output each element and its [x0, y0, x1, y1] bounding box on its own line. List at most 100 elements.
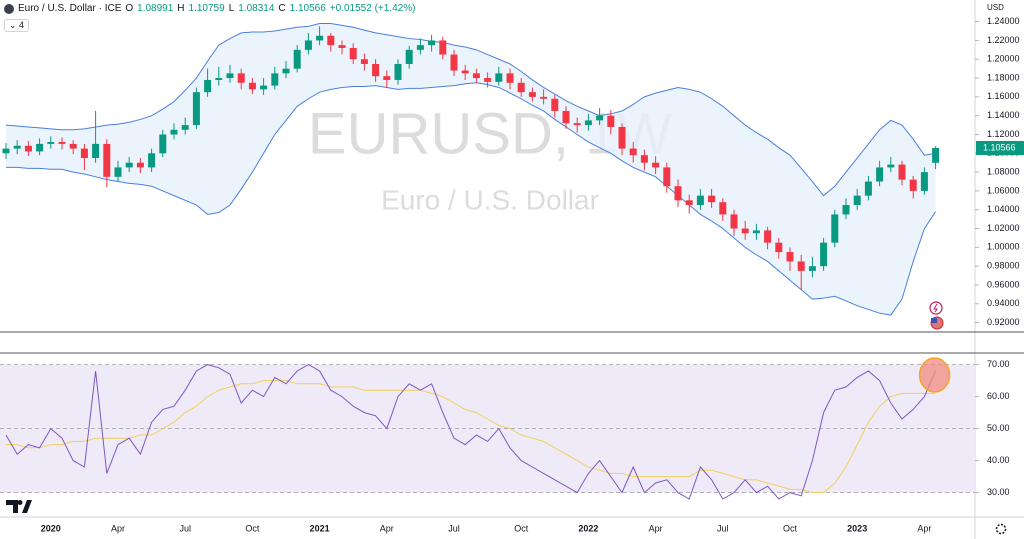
candle-body [439, 40, 447, 55]
y-tick-label: 1.20000 [987, 54, 1020, 64]
candle-body [237, 73, 245, 83]
ohlc-value: 1.10566 [289, 3, 326, 14]
candle-body [652, 162, 660, 168]
candle-body [719, 202, 727, 215]
indicators-toggle[interactable]: ⌄ 4 [4, 19, 30, 32]
y-tick-label: 1.06000 [987, 185, 1020, 195]
candle-body [506, 73, 514, 83]
bollinger-band [5, 23, 936, 197]
candle-body [2, 148, 10, 154]
candle-body [708, 195, 716, 203]
candle-body [192, 92, 200, 126]
candle-body [181, 125, 189, 130]
y-tick-label: 0.98000 [987, 261, 1020, 271]
candle-body [887, 164, 895, 168]
candle-body [92, 143, 100, 159]
y-tick-label: 1.02000 [987, 223, 1020, 233]
ohlc-value: 1.08991 [137, 3, 174, 14]
bollinger-band [6, 82, 937, 316]
candle-body [764, 230, 772, 243]
candle-body [69, 143, 77, 149]
candle-body [853, 195, 861, 206]
candle-body [226, 73, 234, 79]
candle-body [607, 115, 615, 127]
candle-body [876, 167, 884, 182]
candle-body [204, 79, 212, 93]
candle-body [741, 228, 749, 234]
legend-header: Euro / U.S. Dollar · ICE O 1.08991 H 1.107… [4, 3, 415, 14]
candle-body [293, 49, 301, 69]
candle-body [808, 266, 816, 271]
candle-body [797, 261, 805, 271]
candle-body [775, 242, 783, 253]
rsi-line [6, 380, 936, 494]
candle-body [215, 78, 223, 80]
x-tick-label: Oct [514, 523, 529, 533]
candle-body [920, 172, 928, 191]
last-price-tag [976, 140, 1024, 155]
candle-body [327, 35, 335, 46]
ohlc-label: L [228, 3, 235, 14]
candle-body [618, 126, 626, 149]
candle-body [58, 142, 66, 144]
symbol-icon [4, 3, 14, 14]
candle-body [685, 200, 693, 206]
candle-body [80, 148, 88, 159]
candle-body [696, 195, 704, 206]
x-tick-label: 2020 [41, 523, 61, 533]
candle-body [730, 214, 738, 229]
last-price-label: 1.10566 [983, 142, 1016, 152]
candle-body [47, 142, 55, 144]
x-tick-label: 2023 [847, 523, 867, 533]
candle-body [304, 40, 312, 50]
candle-body [24, 145, 32, 152]
tv-logo [6, 500, 32, 513]
rsi-line [5, 364, 937, 500]
x-tick-label: Apr [917, 523, 931, 533]
candle-body [898, 164, 906, 180]
candle-body [640, 155, 648, 163]
candle-body [114, 167, 122, 177]
y-tick-label: 1.12000 [987, 129, 1020, 139]
x-tick-label: 2021 [310, 523, 330, 533]
candle-body [338, 45, 346, 48]
symbol-title: Euro / U.S. Dollar · ICE [18, 3, 122, 14]
candle-body [394, 63, 402, 80]
y-tick-label: 1.16000 [987, 91, 1020, 101]
y-tick-label: 70.00 [987, 359, 1010, 369]
candle-body [831, 214, 839, 243]
candle-body [461, 70, 469, 74]
candle-body [383, 76, 391, 80]
x-tick-label: Apr [111, 523, 125, 533]
candle-body [103, 143, 111, 177]
highlight-annotation [918, 357, 951, 393]
candle-body [562, 110, 570, 124]
indicator-count: 4 [19, 20, 25, 30]
candle-body [148, 153, 156, 168]
x-tick-label: Apr [380, 523, 394, 533]
candle-body [13, 145, 21, 149]
event-icon-bolt [933, 303, 938, 313]
candle-body [596, 115, 604, 121]
candle-body [842, 205, 850, 215]
ohlc-value: 1.10759 [188, 3, 225, 14]
candle-body [864, 181, 872, 196]
band-fill [6, 23, 936, 316]
x-tick-label: Jul [179, 523, 191, 533]
y-tick-label: 50.00 [987, 423, 1010, 433]
candle-body [517, 82, 525, 93]
candle-body [136, 162, 144, 168]
y-tick-label: 30.00 [987, 487, 1010, 497]
candle-body [674, 186, 682, 201]
ohlc-label: H [177, 3, 185, 14]
y-tick-label: 1.22000 [987, 35, 1020, 45]
candle-body [282, 68, 290, 74]
y-tick-label: 1.18000 [987, 72, 1020, 82]
watermark: Euro / U.S. Dollar [381, 184, 599, 215]
candle-body [752, 230, 760, 234]
y-tick-label: 60.00 [987, 391, 1010, 401]
y-tick-label: 1.08000 [987, 166, 1020, 176]
candle-body [36, 143, 44, 152]
